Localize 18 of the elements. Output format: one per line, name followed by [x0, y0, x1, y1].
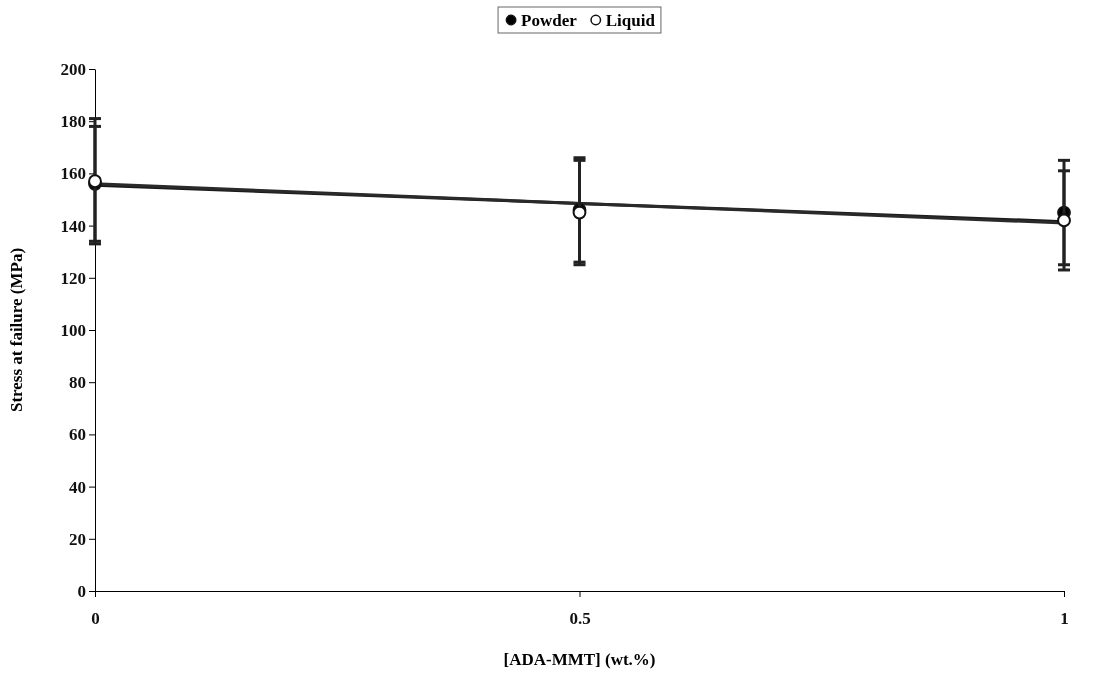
y-tick-label: 200 [60, 59, 86, 79]
y-tick-label: 100 [60, 320, 86, 340]
legend-label: Liquid [605, 10, 656, 30]
x-tick-label: 0 [91, 608, 100, 628]
y-axis-title: Stress at failure (MPa) [7, 247, 26, 413]
y-tick-label: 20 [69, 529, 86, 549]
x-tick-label: 1 [1060, 608, 1069, 628]
legend-label: Powder [521, 10, 578, 30]
y-tick-label: 80 [69, 373, 86, 393]
x-axis-title: [ADA-MMT] (wt.%) [503, 650, 656, 669]
y-tick-label: 40 [69, 477, 86, 497]
y-tick-label: 180 [60, 112, 86, 132]
y-tick-label: 140 [60, 216, 86, 236]
y-tick-label: 60 [69, 425, 86, 445]
y-tick-label: 0 [77, 581, 86, 601]
y-tick-label: 160 [60, 164, 86, 184]
x-tick-label: 0.5 [569, 608, 591, 628]
y-tick-label: 120 [60, 268, 86, 288]
